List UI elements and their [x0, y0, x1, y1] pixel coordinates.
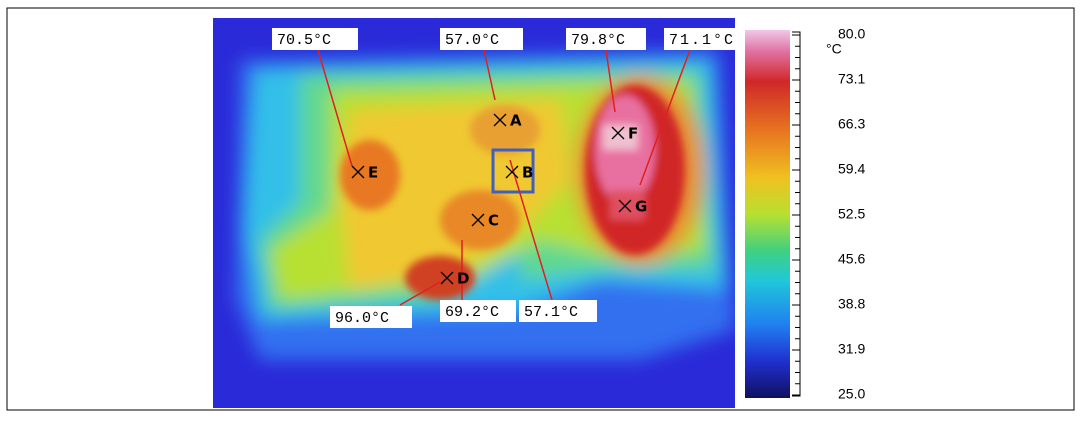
- frame: [6, 7, 1075, 411]
- marker-label: D: [457, 270, 469, 288]
- scale-tick-label: 25.0: [838, 386, 865, 402]
- marker-cross: [440, 271, 454, 285]
- callout-label: 70.5°C: [277, 32, 331, 49]
- markers: A B C D E F G: [351, 112, 647, 288]
- marker-cross: [611, 126, 625, 140]
- scale-tick-label: 66.3: [838, 116, 865, 132]
- marker-label: A: [510, 112, 522, 130]
- scale-tick-label: 80.0: [838, 26, 865, 42]
- marker-label: B: [522, 164, 533, 182]
- callout-label: 57.1°C: [524, 304, 578, 321]
- thermal-image: [213, 18, 735, 408]
- scale-tick-label: 31.9: [838, 341, 865, 357]
- marker-cross: [351, 165, 365, 179]
- marker-cross: [505, 165, 519, 179]
- scale-tick-label: 52.5: [838, 206, 865, 222]
- marker-label: E: [368, 164, 378, 182]
- arrows: [317, 49, 691, 306]
- color-bar: [745, 30, 790, 398]
- callout-label: 57.0°C: [445, 32, 499, 49]
- scale-tick-label: 38.8: [838, 296, 865, 312]
- callout-box: [272, 28, 358, 50]
- marker-label: C: [488, 212, 499, 230]
- callouts: 70.5°C 57.0°C 79.8°C 71.1°C 96.0°C 69.2°C 57.1…: [272, 28, 735, 328]
- callout-label: 79.8°C: [571, 32, 625, 49]
- callout-box: [519, 300, 597, 322]
- callout-label: 71.1°C: [669, 32, 733, 49]
- callout-box: [440, 28, 523, 50]
- callout-label: 96.0°C: [335, 310, 389, 327]
- marker-cross: [471, 213, 485, 227]
- marker-label: G: [635, 198, 647, 216]
- marker-label: F: [628, 125, 638, 143]
- marker-cross: [618, 199, 632, 213]
- scale-tick-label: 73.1: [838, 71, 865, 87]
- callout-box: [566, 28, 646, 50]
- scale: 80.0 73.1 66.3 59.4 52.5 45.6 38.8 31.9 25.0 °C: [792, 26, 865, 402]
- marker-cross: [493, 113, 507, 127]
- scale-tick-label: 59.4: [838, 161, 865, 177]
- callout-label: 69.2°C: [445, 304, 499, 321]
- callout-box: [440, 300, 516, 322]
- scale-tick-label: 45.6: [838, 251, 865, 267]
- scale-unit: °C: [826, 41, 842, 57]
- scale-bracket: [792, 31, 801, 397]
- callout-box: [330, 306, 412, 328]
- callout-box: [664, 28, 735, 50]
